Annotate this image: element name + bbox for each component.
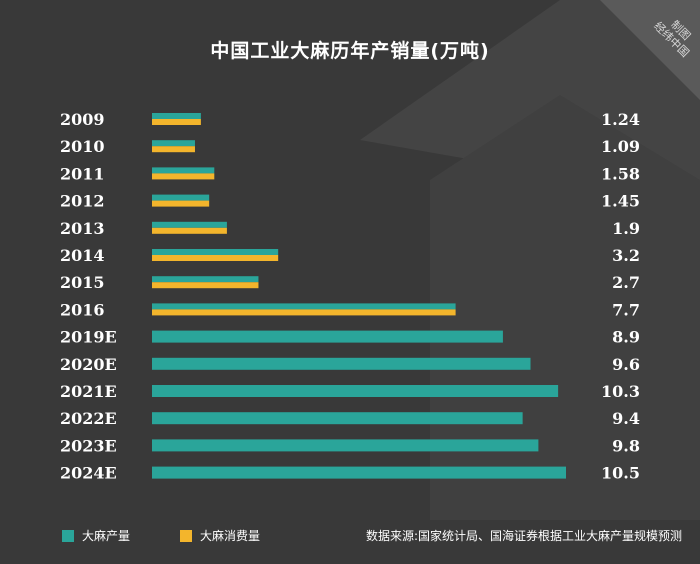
value-label-2012: 1.45 xyxy=(601,192,640,211)
bar-consumption-2011 xyxy=(152,173,215,180)
value-label-2021E: 10.3 xyxy=(601,382,640,401)
legend-swatch-production xyxy=(62,530,74,542)
bar-consumption-2012 xyxy=(152,200,210,207)
bar-production-2009 xyxy=(152,113,201,119)
chart-title: 中国工业大麻历年产销量(万吨) xyxy=(210,40,490,62)
year-label-2024E: 2024E xyxy=(60,464,117,483)
value-label-2020E: 9.6 xyxy=(612,355,640,374)
value-label-2013: 1.9 xyxy=(612,219,640,238)
year-label-2016: 2016 xyxy=(60,300,105,319)
year-label-2012: 2012 xyxy=(60,192,105,211)
legend-swatch-consumption xyxy=(180,530,192,542)
year-label-2015: 2015 xyxy=(60,273,105,292)
year-label-2022E: 2022E xyxy=(60,409,117,428)
value-label-2016: 7.7 xyxy=(612,300,640,319)
value-label-2022E: 9.4 xyxy=(612,409,640,428)
year-label-2014: 2014 xyxy=(60,246,105,265)
bar-production-2012 xyxy=(152,194,210,201)
bar-production-2014 xyxy=(152,249,279,255)
year-label-2019E: 2019E xyxy=(60,328,117,347)
year-label-2023E: 2023E xyxy=(60,436,117,455)
bar-production-2023E xyxy=(152,439,539,452)
value-label-2024E: 10.5 xyxy=(601,464,640,483)
bar-consumption-2015 xyxy=(152,282,259,289)
bar-production-2011 xyxy=(152,167,215,174)
year-label-2020E: 2020E xyxy=(60,355,117,374)
value-label-2010: 1.09 xyxy=(601,137,640,156)
bar-consumption-2016 xyxy=(152,309,456,316)
year-label-2010: 2010 xyxy=(60,137,105,156)
bar-production-2021E xyxy=(152,385,559,397)
value-label-2023E: 9.8 xyxy=(612,436,640,455)
legend-label-consumption: 大麻消费量 xyxy=(200,529,261,543)
bar-consumption-2013 xyxy=(152,227,227,234)
year-label-2009: 2009 xyxy=(60,110,105,129)
legend-label-production: 大麻产量 xyxy=(82,529,131,543)
year-label-2011: 2011 xyxy=(60,164,105,183)
bar-production-2020E xyxy=(152,357,531,370)
bar-production-2024E xyxy=(152,466,566,479)
bar-production-2013 xyxy=(152,221,227,228)
legend: 大麻产量 大麻消费量 xyxy=(0,526,700,546)
bar-production-2010 xyxy=(152,140,195,147)
value-label-2014: 3.2 xyxy=(612,246,640,265)
year-label-2013: 2013 xyxy=(60,219,105,238)
bar-consumption-2010 xyxy=(152,146,195,153)
bar-consumption-2014 xyxy=(152,255,279,261)
value-label-2019E: 8.9 xyxy=(612,328,640,347)
year-label-2021E: 2021E xyxy=(60,382,117,401)
bar-consumption-2009 xyxy=(152,119,201,125)
bar-production-2019E xyxy=(152,330,503,343)
data-source-note: 数据来源:国家统计局、国海证券根据工业大麻产量规模预测 xyxy=(365,529,682,543)
bar-production-2016 xyxy=(152,303,456,310)
value-label-2011: 1.58 xyxy=(601,164,640,183)
bar-production-2015 xyxy=(152,276,259,283)
bar-production-2022E xyxy=(152,412,523,425)
value-label-2009: 1.24 xyxy=(601,110,640,129)
value-label-2015: 2.7 xyxy=(612,273,640,292)
